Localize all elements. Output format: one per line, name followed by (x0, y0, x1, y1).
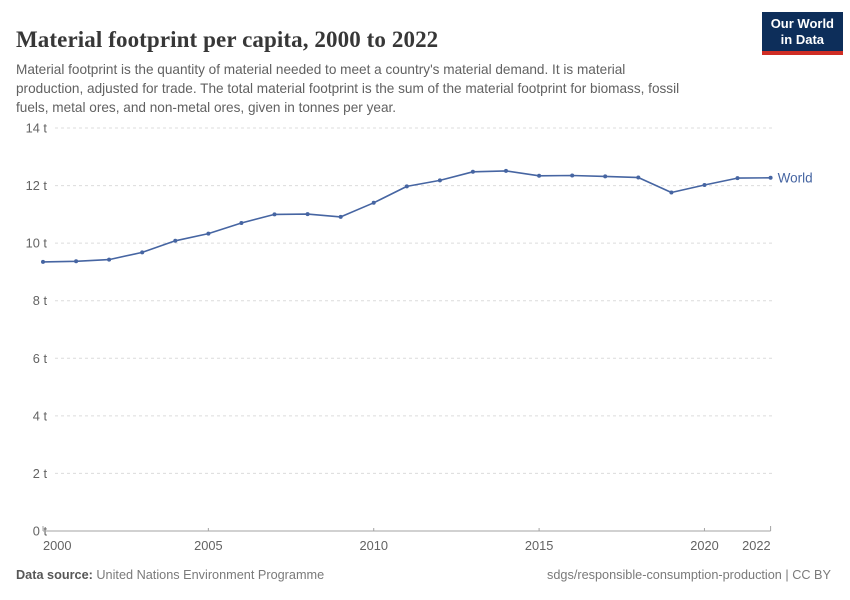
data-point (74, 259, 79, 264)
y-axis-tick-label: 14 t (26, 121, 48, 136)
subtitle-line: fuels, metal ores, and non-metal ores, g… (16, 100, 397, 115)
data-point (437, 178, 442, 183)
data-point (305, 212, 310, 217)
data-point (470, 169, 475, 174)
owid-logo-line2: in Data (780, 32, 825, 47)
chart-subtitle: Material footprint is the quantity of ma… (16, 60, 679, 117)
data-point (735, 176, 740, 181)
x-axis-tick-label: 2022 (742, 538, 770, 553)
data-source-value: United Nations Environment Programme (96, 568, 325, 582)
y-axis-tick-label: 10 t (26, 236, 48, 251)
data-point (107, 257, 112, 262)
data-source-label: Data source: (16, 568, 93, 582)
subtitle-line: production, adjusted for trade. The tota… (16, 81, 680, 96)
data-point (603, 174, 608, 179)
x-axis-tick-label: 2005 (194, 538, 222, 553)
data-point (669, 190, 674, 195)
data-point (768, 175, 773, 180)
data-point (636, 175, 641, 180)
subtitle-line: Material footprint is the quantity of ma… (16, 62, 626, 77)
y-axis-tick-label: 8 t (33, 293, 48, 308)
data-point (404, 184, 409, 189)
y-axis-tick-label: 4 t (33, 408, 48, 423)
owid-logo: Our World in Data (761, 12, 843, 55)
data-source: Data source: United Nations Environment … (16, 568, 324, 582)
data-point (338, 214, 343, 219)
series-end-label: World (778, 170, 813, 185)
data-point (570, 173, 575, 178)
data-point (702, 183, 707, 187)
x-axis-tick-label: 2000 (43, 538, 71, 553)
data-point (272, 212, 277, 217)
data-point (239, 221, 244, 225)
x-axis-tick-label: 2015 (525, 538, 553, 553)
y-axis-tick-label: 6 t (33, 351, 48, 366)
y-axis-tick-label: 2 t (33, 466, 48, 481)
y-axis-tick-label: 12 t (26, 178, 48, 193)
data-point (537, 173, 542, 178)
data-point (504, 168, 508, 173)
chart-title: Material footprint per capita, 2000 to 2… (16, 27, 439, 53)
attribution: sdgs/responsible-consumption-production … (547, 568, 831, 582)
owid-logo-line1: Our World (770, 16, 834, 31)
data-point (41, 259, 45, 264)
data-point (140, 250, 145, 255)
x-axis-tick-label: 2020 (690, 538, 718, 553)
data-point (371, 200, 376, 205)
y-axis-tick-label: 0 t (33, 524, 48, 539)
data-point (206, 231, 211, 236)
data-point (173, 238, 178, 243)
x-axis-tick-label: 2010 (359, 538, 387, 553)
